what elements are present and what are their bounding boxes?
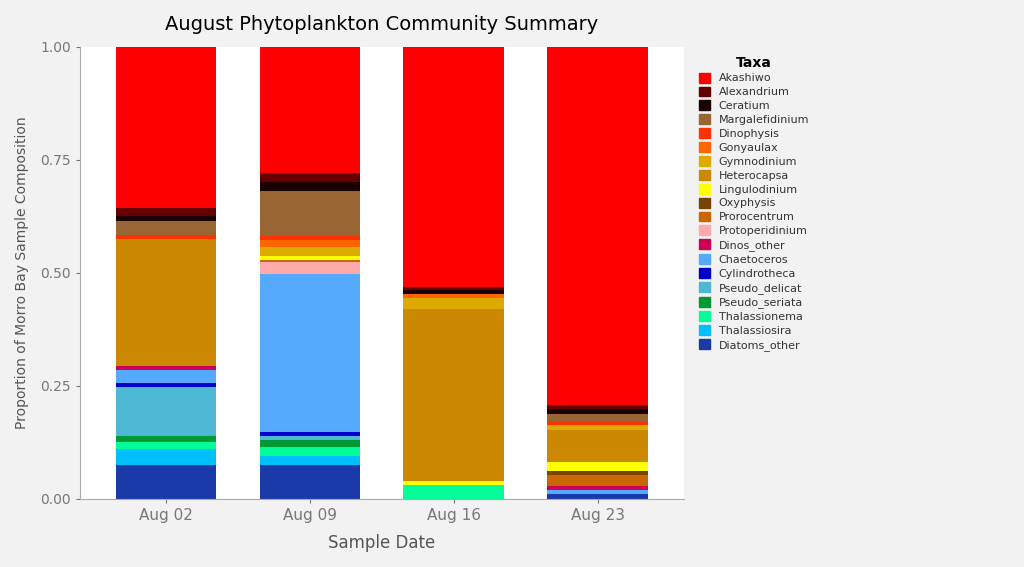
Bar	[547, 494, 648, 499]
Bar	[260, 260, 360, 263]
Bar	[547, 490, 648, 494]
Bar	[547, 405, 648, 409]
Bar	[547, 462, 648, 471]
Bar	[260, 263, 360, 274]
Bar	[547, 430, 648, 462]
Bar	[547, 486, 648, 490]
Bar	[260, 432, 360, 435]
Bar	[260, 465, 360, 499]
Bar	[260, 236, 360, 240]
Bar	[116, 208, 216, 216]
Bar	[260, 456, 360, 465]
Bar	[116, 387, 216, 437]
X-axis label: Sample Date: Sample Date	[329, 534, 435, 552]
Bar	[260, 435, 360, 440]
Bar	[116, 216, 216, 221]
Bar	[403, 294, 504, 298]
Bar	[547, 471, 648, 475]
Bar	[116, 221, 216, 235]
Bar	[403, 309, 504, 481]
Bar	[403, 485, 504, 499]
Bar	[260, 274, 360, 432]
Bar	[403, 290, 504, 294]
Bar	[403, 481, 504, 485]
Bar	[403, 287, 504, 290]
Bar	[547, 414, 648, 421]
Bar	[116, 235, 216, 239]
Bar	[116, 239, 216, 366]
Title: August Phytoplankton Community Summary: August Phytoplankton Community Summary	[165, 15, 598, 34]
Bar	[116, 437, 216, 442]
Bar	[403, 46, 504, 287]
Bar	[547, 409, 648, 414]
Bar	[260, 240, 360, 247]
Bar	[403, 298, 504, 309]
Bar	[547, 46, 648, 405]
Bar	[116, 465, 216, 499]
Bar	[547, 425, 648, 430]
Bar	[260, 191, 360, 236]
Bar	[116, 366, 216, 370]
Bar	[260, 247, 360, 256]
Bar	[260, 46, 360, 173]
Bar	[116, 46, 216, 208]
Bar	[116, 383, 216, 387]
Y-axis label: Proportion of Morro Bay Sample Composition: Proportion of Morro Bay Sample Compositi…	[15, 116, 29, 429]
Bar	[260, 182, 360, 191]
Bar	[547, 421, 648, 425]
Bar	[260, 440, 360, 447]
Bar	[260, 173, 360, 182]
Bar	[116, 442, 216, 449]
Legend: Akashiwo, Alexandrium, Ceratium, Margalefidinium, Dinophysis, Gonyaulax, Gymnodi: Akashiwo, Alexandrium, Ceratium, Margale…	[695, 52, 812, 354]
Bar	[116, 449, 216, 465]
Bar	[260, 447, 360, 456]
Bar	[260, 256, 360, 260]
Bar	[116, 370, 216, 383]
Bar	[547, 475, 648, 486]
